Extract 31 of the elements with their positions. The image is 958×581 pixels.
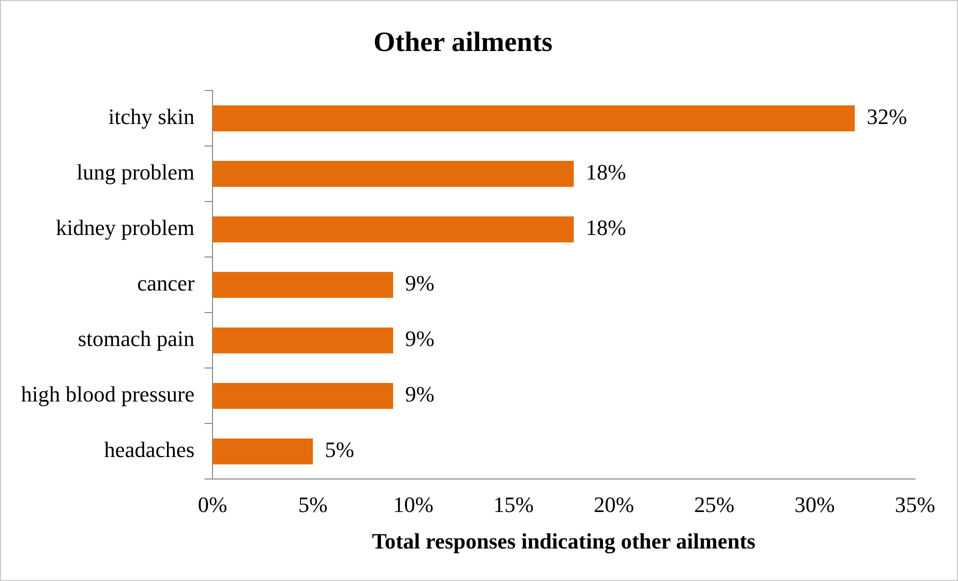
- bar: [212, 216, 574, 242]
- bar: [212, 160, 574, 187]
- y-tick-label: headaches: [104, 437, 195, 462]
- x-tick-label: 30%: [794, 492, 835, 518]
- x-tick-label: 25%: [694, 492, 734, 518]
- x-tick-label: 20%: [594, 492, 634, 518]
- x-axis-title: Total responses indicating other ailments: [372, 528, 756, 554]
- bar: [212, 382, 394, 409]
- data-label: 18%: [586, 215, 626, 240]
- y-tick-label: high blood pressure: [21, 382, 195, 407]
- y-tick-label: kidney problem: [56, 215, 195, 240]
- y-tick-label: lung problem: [76, 160, 195, 185]
- chart-title: Other ailments: [373, 27, 553, 58]
- y-tick-label: stomach pain: [78, 326, 195, 352]
- bar: [212, 105, 855, 132]
- x-tick-label: 0%: [198, 492, 228, 518]
- bar: [212, 327, 394, 354]
- data-label: 18%: [586, 160, 626, 185]
- y-tick-label: itchy skin: [108, 104, 195, 130]
- data-label: 9%: [405, 382, 434, 407]
- y-tick-label: cancer: [137, 270, 196, 296]
- data-label: 9%: [405, 270, 434, 296]
- x-tick-label: 35%: [894, 492, 936, 518]
- bar: [212, 272, 394, 298]
- x-tick-label: 5%: [298, 492, 328, 518]
- x-tick-label: 10%: [393, 492, 434, 518]
- bar: [212, 438, 313, 464]
- data-label: 9%: [405, 326, 434, 352]
- x-tick-label: 15%: [493, 492, 534, 518]
- data-label: 32%: [866, 104, 908, 130]
- data-label: 5%: [324, 437, 354, 462]
